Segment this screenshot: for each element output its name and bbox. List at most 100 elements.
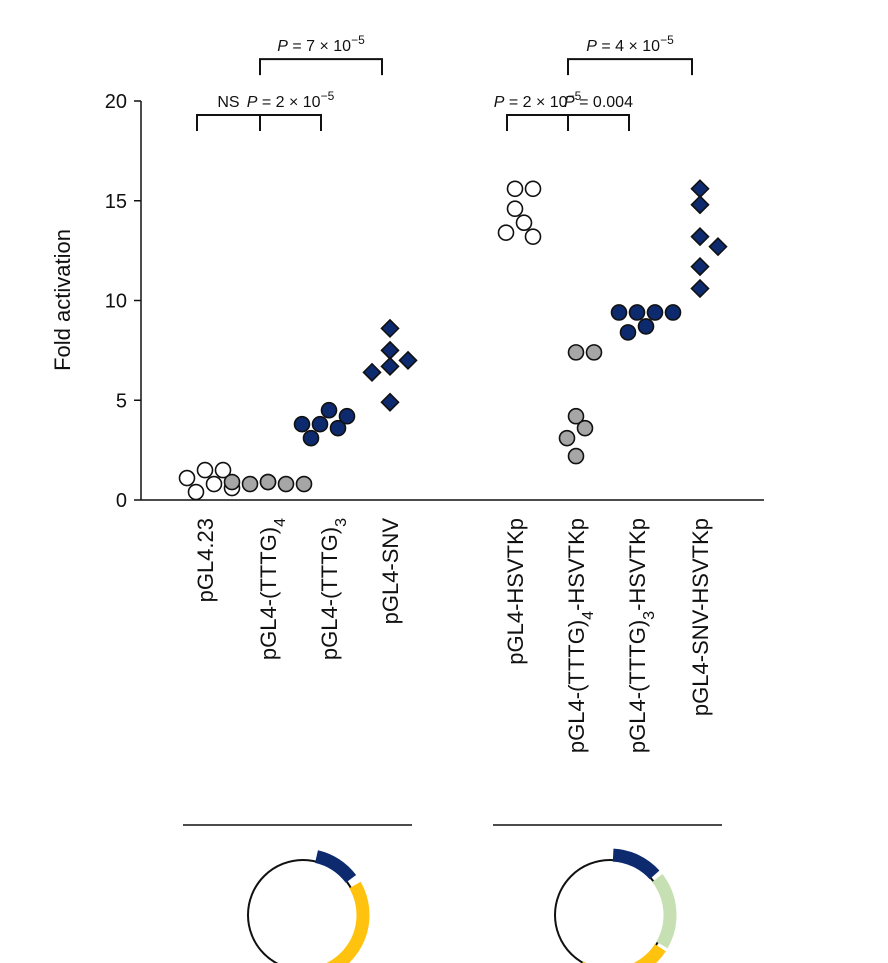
y-tick-label: 15: [105, 191, 127, 213]
data-point: [690, 278, 710, 299]
data-point: [302, 429, 320, 447]
data-point: [558, 429, 576, 447]
data-point: [380, 356, 400, 376]
data-point: [567, 447, 585, 465]
plasmid-segment: [314, 850, 357, 884]
p-value-label-run-0: P: [586, 38, 597, 55]
data-point: [320, 401, 338, 419]
p-value-label-run-0: P: [564, 94, 575, 111]
data-point: [311, 415, 329, 433]
plasmid-segment: [582, 943, 666, 963]
plasmid-diagrams: [183, 824, 722, 963]
data-point: [178, 469, 196, 487]
data-point: [329, 419, 347, 437]
y-tick-label: 0: [116, 490, 127, 512]
data-point: [585, 344, 603, 361]
p-value-label: P = 7 × 10−5: [277, 33, 365, 55]
x-tick-label: pGL4-(TTTG)3-HSVTKp: [625, 518, 658, 753]
data-point: [637, 318, 655, 335]
p-value-label-run-1: = 4 × 10: [597, 38, 660, 55]
data-point: [293, 415, 311, 433]
data-point: [610, 304, 628, 321]
data-point: [223, 473, 241, 491]
p-value-label-run-0: P: [494, 94, 505, 111]
x-tick-label-run-1: 4: [272, 518, 289, 527]
p-value-label-run-0: P: [277, 38, 288, 55]
p-value-label: NS: [217, 94, 239, 111]
data-point: [187, 483, 205, 501]
p-value-label-run-0: P: [247, 94, 258, 111]
p-value-label-run-1: = 2 × 10: [257, 94, 320, 111]
y-tick-label: 10: [105, 291, 127, 313]
data-point: [380, 318, 400, 339]
data-point: [506, 200, 524, 218]
x-tick-label-run-0: pGL4-(TTTG): [317, 527, 342, 660]
y-axis: 0 5 10 15 20: [105, 91, 764, 512]
y-axis-label: Fold activation: [50, 229, 75, 371]
significance-bracket: [259, 113, 322, 131]
p-value-label-run-2: −5: [568, 89, 582, 103]
data-point: [628, 304, 646, 321]
plasmid-segment: [612, 848, 660, 880]
p-value-label: P = 4 × 10−5: [586, 33, 674, 55]
data-points: [178, 179, 728, 501]
p-value-label-run-2: −5: [660, 33, 674, 47]
x-tick-label: pGL4-(TTTG)3: [317, 518, 350, 660]
data-point: [338, 407, 356, 425]
p-value-label-run-2: −5: [351, 33, 365, 47]
x-tick-label-run-0: pGL4-SNV: [378, 518, 403, 625]
significance-bracket: [567, 58, 693, 76]
plasmid-segment: [326, 881, 370, 963]
y-tick-label: 20: [105, 91, 127, 113]
data-point: [576, 419, 594, 437]
x-tick-label: pGL4.23: [193, 518, 218, 602]
data-point: [646, 304, 664, 321]
data-point: [524, 180, 542, 198]
x-tick-label-run-2: -HSVTKp: [625, 518, 650, 611]
data-point: [690, 179, 710, 199]
data-point: [380, 340, 400, 361]
significance-bracket: [196, 113, 261, 131]
data-point: [362, 362, 382, 382]
x-tick-label-run-1: 3: [641, 611, 658, 620]
p-value-label-run-2: −5: [321, 89, 335, 103]
data-point: [277, 475, 295, 493]
x-tick-label-run-0: pGL4-(TTTG): [625, 620, 650, 753]
p-value-label-run-1: = 2 × 10: [504, 94, 567, 111]
y-tick-label: 5: [116, 390, 127, 412]
x-tick-label-run-0: pGL4-(TTTG): [564, 620, 589, 753]
significance-brackets: NS P = 2 × 10−5P = 7 × 10−5P = 2 × 10−5P …: [196, 33, 693, 131]
data-point: [259, 473, 277, 491]
x-tick-label-run-0: pGL4.23: [193, 518, 218, 602]
data-point: [214, 461, 232, 479]
data-point: [241, 475, 259, 493]
p-value-label: P = 0.004: [564, 94, 633, 111]
data-point: [690, 195, 710, 215]
data-point: [524, 228, 542, 245]
x-tick-label: pGL4-SNV: [378, 518, 403, 625]
p-value-label-run-0: NS: [217, 94, 239, 111]
x-tick-label-run-0: pGL4-SNV-HSVTKp: [688, 518, 713, 716]
data-point: [567, 407, 585, 425]
data-point: [515, 214, 533, 231]
significance-bracket: [506, 113, 569, 131]
x-tick-label-run-0: pGL4-(TTTG): [256, 527, 281, 660]
data-point: [664, 304, 682, 321]
significance-bracket: [259, 58, 383, 76]
data-point: [690, 256, 710, 277]
x-tick-label: pGL4-(TTTG)4: [256, 518, 289, 660]
p-value-label-run-1: = 0.004: [575, 94, 633, 111]
x-tick-label-run-2: -HSVTKp: [564, 518, 589, 611]
p-value-label: P = 2 × 10−5: [247, 89, 335, 111]
data-point: [497, 224, 515, 241]
x-tick-label-run-1: 3: [333, 518, 350, 527]
x-tick-label-run-1: 4: [580, 611, 597, 620]
data-point: [567, 344, 585, 361]
x-tick-label: pGL4-SNV-HSVTKp: [688, 518, 713, 716]
x-tick-label-run-0: pGL4-HSVTKp: [503, 518, 528, 665]
data-point: [380, 392, 400, 412]
plasmid-segment: [652, 874, 677, 949]
data-point: [619, 324, 637, 341]
